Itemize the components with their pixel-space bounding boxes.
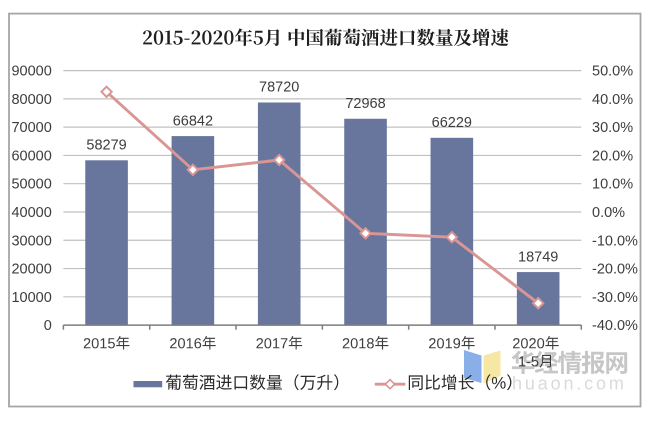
svg-text:18749: 18749 [518,249,558,265]
svg-text:10.0%: 10.0% [592,177,633,193]
svg-text:72968: 72968 [345,96,385,112]
svg-text:-10.0%: -10.0% [592,233,638,249]
svg-text:-20.0%: -20.0% [592,262,638,278]
svg-text:50000: 50000 [11,177,51,193]
svg-text:66842: 66842 [173,113,213,129]
svg-text:40.0%: 40.0% [592,92,633,108]
svg-text:10000: 10000 [11,290,51,306]
svg-text:90000: 90000 [11,64,51,80]
svg-text:20.0%: 20.0% [592,148,633,164]
svg-text:huaon.com: huaon.com [512,374,627,394]
svg-text:70000: 70000 [11,120,51,136]
svg-text:40000: 40000 [11,205,51,221]
svg-text:-30.0%: -30.0% [592,290,638,306]
svg-text:60000: 60000 [11,148,51,164]
svg-text:58279: 58279 [86,138,126,154]
svg-text:66229: 66229 [432,115,472,131]
svg-text:30.0%: 30.0% [592,120,633,136]
svg-text:30000: 30000 [11,233,51,249]
svg-text:0: 0 [44,318,52,334]
svg-text:20000: 20000 [11,262,51,278]
svg-text:-40.0%: -40.0% [592,318,638,334]
svg-text:0.0%: 0.0% [592,205,625,221]
svg-text:80000: 80000 [11,92,51,108]
svg-text:50.0%: 50.0% [592,64,633,80]
svg-text:78720: 78720 [259,80,299,96]
